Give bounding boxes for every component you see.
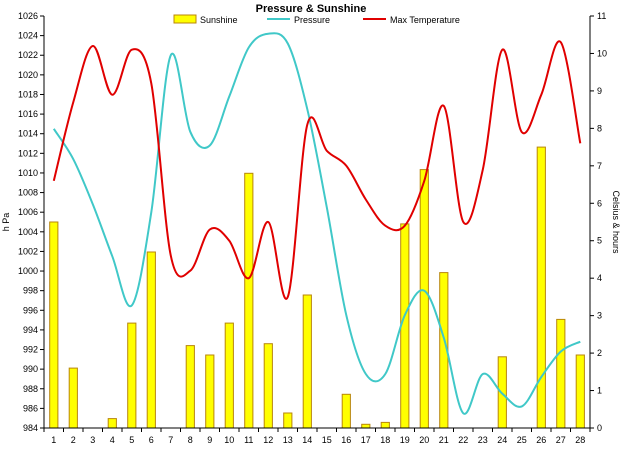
sunshine-bar-26 bbox=[536, 146, 546, 429]
sunshine-bar-4 bbox=[107, 418, 117, 429]
x-tick-label-24: 24 bbox=[497, 435, 507, 445]
y-tick-label-right-5: 5 bbox=[597, 236, 602, 246]
sunshine-bars bbox=[49, 146, 585, 429]
x-tick-label-8: 8 bbox=[188, 435, 193, 445]
x-tick-label-27: 27 bbox=[556, 435, 566, 445]
y-tick-label-left-1024: 1024 bbox=[18, 31, 38, 41]
axes: 9849869889909929949969981000100210041006… bbox=[18, 11, 607, 445]
x-tick-label-22: 22 bbox=[458, 435, 468, 445]
legend-label-pressure: Pressure bbox=[294, 15, 330, 25]
chart-title: Pressure & Sunshine bbox=[256, 3, 367, 15]
x-tick-label-16: 16 bbox=[341, 435, 351, 445]
x-tick-label-12: 12 bbox=[263, 435, 273, 445]
sunshine-bar-2 bbox=[68, 367, 78, 429]
y-tick-label-left-1008: 1008 bbox=[18, 188, 38, 198]
x-tick-label-25: 25 bbox=[517, 435, 527, 445]
y-tick-label-left-988: 988 bbox=[23, 384, 38, 394]
y-tick-label-left-990: 990 bbox=[23, 364, 38, 374]
x-tick-label-7: 7 bbox=[168, 435, 173, 445]
y-tick-label-left-1012: 1012 bbox=[18, 148, 38, 158]
x-tick-label-28: 28 bbox=[575, 435, 585, 445]
x-tick-label-17: 17 bbox=[361, 435, 371, 445]
y-tick-label-left-1006: 1006 bbox=[18, 207, 38, 217]
y-tick-label-right-10: 10 bbox=[597, 48, 607, 58]
sunshine-bar-18 bbox=[380, 421, 390, 429]
x-tick-label-4: 4 bbox=[110, 435, 115, 445]
y-tick-label-left-1014: 1014 bbox=[18, 129, 38, 139]
x-tick-label-10: 10 bbox=[224, 435, 234, 445]
y-tick-label-right-3: 3 bbox=[597, 311, 602, 321]
sunshine-bar-20 bbox=[419, 169, 429, 429]
y-tick-label-right-7: 7 bbox=[597, 161, 602, 171]
y-tick-label-left-1016: 1016 bbox=[18, 109, 38, 119]
y-tick-label-left-1010: 1010 bbox=[18, 168, 38, 178]
legend-label-max-temperature: Max Temperature bbox=[390, 15, 460, 25]
y-tick-label-left-998: 998 bbox=[23, 286, 38, 296]
x-tick-label-6: 6 bbox=[149, 435, 154, 445]
y-tick-label-left-1022: 1022 bbox=[18, 50, 38, 60]
max-temperature-line bbox=[52, 40, 582, 300]
x-tick-label-14: 14 bbox=[302, 435, 312, 445]
sunshine-bar-13 bbox=[283, 412, 293, 429]
sunshine-bar-28 bbox=[575, 354, 585, 429]
y-axis-label-right: Celsius & hours bbox=[611, 190, 621, 254]
x-tick-label-3: 3 bbox=[90, 435, 95, 445]
series-lines bbox=[52, 32, 582, 415]
y-tick-label-left-994: 994 bbox=[23, 325, 38, 335]
sunshine-bar-5 bbox=[127, 322, 137, 429]
x-tick-label-20: 20 bbox=[419, 435, 429, 445]
y-tick-label-left-1026: 1026 bbox=[18, 11, 38, 21]
sunshine-bar-17 bbox=[361, 423, 371, 429]
legend: Sunshine Pressure Max Temperature bbox=[173, 14, 460, 25]
y-tick-label-right-0: 0 bbox=[597, 423, 602, 433]
y-tick-label-right-6: 6 bbox=[597, 198, 602, 208]
x-tick-label-2: 2 bbox=[71, 435, 76, 445]
y-axis-label-left: h Pa bbox=[1, 213, 11, 232]
y-tick-label-left-1018: 1018 bbox=[18, 89, 38, 99]
y-tick-label-right-1: 1 bbox=[597, 386, 602, 396]
y-tick-label-left-1020: 1020 bbox=[18, 70, 38, 80]
sunshine-bar-16 bbox=[341, 393, 351, 429]
y-tick-label-left-1000: 1000 bbox=[18, 266, 38, 276]
x-tick-label-1: 1 bbox=[51, 435, 56, 445]
y-tick-label-left-986: 986 bbox=[23, 403, 38, 413]
x-tick-label-13: 13 bbox=[283, 435, 293, 445]
legend-swatch-sunshine bbox=[173, 14, 197, 24]
x-tick-label-19: 19 bbox=[400, 435, 410, 445]
sunshine-bar-12 bbox=[263, 343, 273, 429]
x-tick-label-21: 21 bbox=[439, 435, 449, 445]
x-tick-label-15: 15 bbox=[322, 435, 332, 445]
sunshine-bar-9 bbox=[205, 354, 215, 429]
legend-label-sunshine: Sunshine bbox=[200, 15, 238, 25]
y-tick-label-right-11: 11 bbox=[597, 11, 606, 21]
sunshine-bar-1 bbox=[49, 221, 59, 429]
x-tick-label-11: 11 bbox=[244, 435, 253, 445]
x-tick-label-5: 5 bbox=[129, 435, 134, 445]
sunshine-bar-10 bbox=[224, 322, 234, 429]
y-tick-label-right-4: 4 bbox=[597, 273, 602, 283]
y-tick-label-right-2: 2 bbox=[597, 348, 602, 358]
y-tick-label-right-9: 9 bbox=[597, 86, 602, 96]
sunshine-bar-14 bbox=[302, 294, 312, 429]
sunshine-bar-8 bbox=[185, 345, 195, 429]
y-tick-label-right-8: 8 bbox=[597, 123, 602, 133]
y-tick-label-left-992: 992 bbox=[23, 345, 38, 355]
y-tick-label-left-984: 984 bbox=[23, 423, 38, 433]
pressure-line bbox=[52, 32, 581, 415]
x-tick-label-9: 9 bbox=[207, 435, 212, 445]
x-tick-label-26: 26 bbox=[536, 435, 546, 445]
y-tick-label-left-1002: 1002 bbox=[18, 246, 38, 256]
y-tick-label-left-1004: 1004 bbox=[18, 227, 38, 237]
sunshine-bar-11 bbox=[244, 172, 254, 429]
sunshine-bar-27 bbox=[556, 318, 566, 429]
x-tick-label-18: 18 bbox=[380, 435, 390, 445]
x-tick-label-23: 23 bbox=[478, 435, 488, 445]
y-tick-label-left-996: 996 bbox=[23, 305, 38, 315]
sunshine-bar-6 bbox=[146, 251, 156, 429]
